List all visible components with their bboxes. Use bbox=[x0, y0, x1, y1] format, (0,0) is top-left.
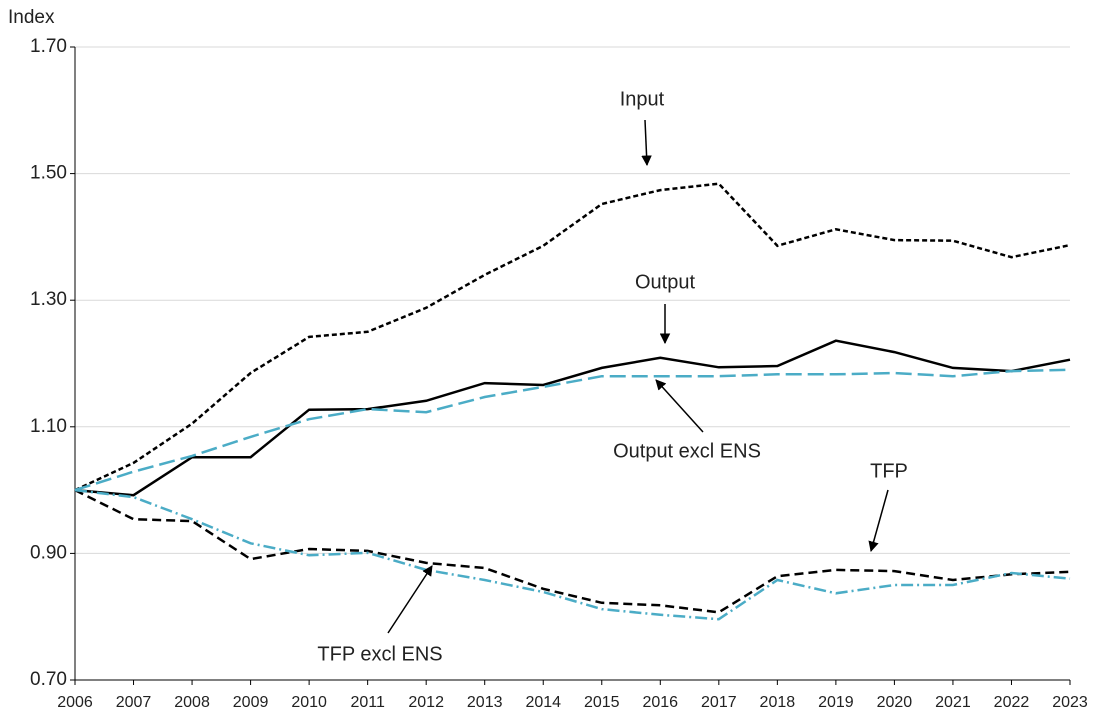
series-line bbox=[74, 368, 1071, 492]
annotation: Input bbox=[620, 88, 665, 110]
x-tick-label: 2023 bbox=[1052, 694, 1088, 711]
y-tick-label: 0.70 bbox=[30, 669, 67, 690]
y-tick-label: 0.90 bbox=[30, 542, 67, 563]
x-tick-label: 2021 bbox=[935, 694, 971, 711]
x-tick-label: 2013 bbox=[467, 694, 503, 711]
y-tick-label: 1.70 bbox=[30, 36, 67, 57]
x-tick-label: 2022 bbox=[994, 694, 1030, 711]
x-tick-label: 2010 bbox=[291, 694, 327, 711]
x-tick-label: 2008 bbox=[174, 694, 210, 711]
x-tick-label: 2011 bbox=[350, 694, 385, 711]
x-tick-label: 2015 bbox=[584, 694, 620, 711]
x-tick-label: 2007 bbox=[116, 694, 152, 711]
x-tick-label: 2009 bbox=[233, 694, 269, 711]
x-tick-label: 2016 bbox=[642, 694, 678, 711]
y-tick-label: 1.30 bbox=[30, 289, 67, 310]
x-tick-label: 2019 bbox=[818, 694, 854, 711]
x-tick-label: 2006 bbox=[57, 694, 93, 711]
annotation-arrow bbox=[387, 565, 433, 634]
series-line bbox=[74, 488, 1071, 614]
annotation-arrow bbox=[868, 489, 889, 553]
y-tick-label: 1.50 bbox=[30, 163, 67, 184]
annotation: TFP bbox=[870, 460, 908, 482]
series-line bbox=[74, 339, 1071, 497]
x-tick-label: 2017 bbox=[701, 694, 737, 711]
series-line bbox=[74, 488, 1071, 621]
annotation: Output bbox=[635, 271, 695, 293]
series-line bbox=[74, 182, 1071, 492]
x-tick-label: 2020 bbox=[877, 694, 913, 711]
y-tick-label: 1.10 bbox=[30, 416, 67, 437]
annotation: TFP excl ENS bbox=[317, 643, 442, 665]
annotation: Output excl ENS bbox=[613, 440, 761, 462]
x-tick-label: 2018 bbox=[760, 694, 796, 711]
x-tick-label: 2014 bbox=[525, 694, 561, 711]
y-axis-label: Index bbox=[8, 7, 55, 28]
x-tick-label: 2012 bbox=[408, 694, 444, 711]
annotation-arrow bbox=[641, 119, 652, 167]
annotation-arrow bbox=[655, 379, 704, 433]
